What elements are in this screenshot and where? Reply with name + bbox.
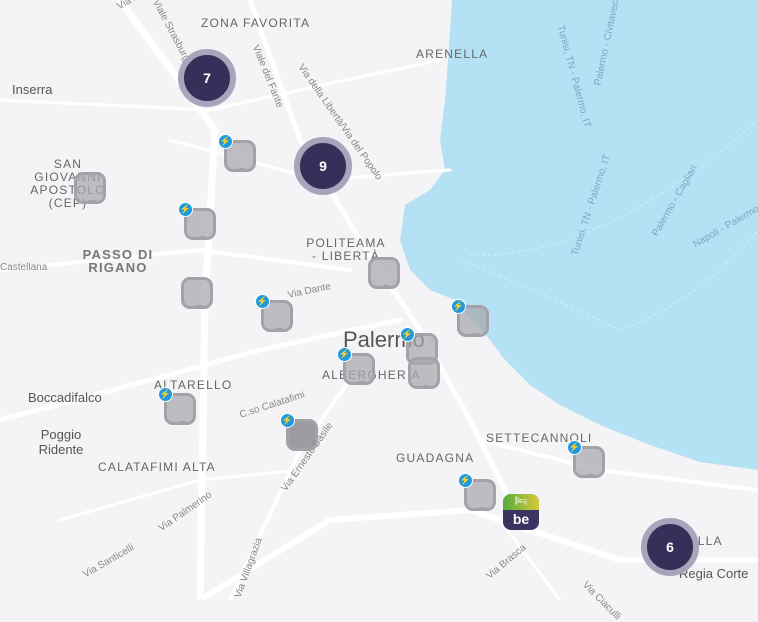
brand-marker[interactable]: 🛏 be [503, 494, 539, 530]
lightning-bolt-icon: ⚡ [400, 327, 415, 342]
station-marker[interactable]: ⚡ [255, 294, 293, 332]
map-canvas[interactable] [0, 0, 758, 600]
district-label: POLITEAMA - LIBERTÀ [306, 236, 386, 263]
station-marker[interactable] [181, 277, 213, 309]
road-label: Castellana [0, 262, 48, 273]
cluster-marker[interactable]: 7 [178, 49, 236, 107]
district-label: ZONA FAVORITA [201, 16, 311, 30]
lightning-bolt-icon: ⚡ [158, 387, 173, 402]
lightning-bolt-icon: ⚡ [567, 440, 582, 455]
sea [400, 0, 758, 470]
station-marker[interactable] [408, 357, 440, 389]
cluster-count: 7 [203, 70, 211, 86]
bed-icon: 🛏 [503, 494, 539, 510]
station-marker[interactable]: ⚡ [458, 473, 496, 511]
district-label: CALATAFIMI ALTA [98, 460, 216, 474]
place-label: Poggio Ridente [38, 427, 84, 457]
lightning-bolt-icon: ⚡ [337, 347, 352, 362]
district-label: ALTARELLO [154, 378, 233, 392]
station-marker[interactable] [368, 257, 400, 289]
cluster-count: 9 [319, 158, 327, 174]
district-label: ARENELLA [416, 47, 489, 61]
station-marker[interactable]: ⚡ [567, 440, 605, 478]
station-marker[interactable]: ⚡ [337, 347, 375, 385]
lightning-bolt-icon: ⚡ [458, 473, 473, 488]
cluster-count: 6 [666, 539, 674, 555]
place-label: Boccadifalco [28, 390, 102, 405]
station-marker[interactable]: ⚡ [218, 134, 256, 172]
district-label: SETTECANNOLI [486, 431, 593, 445]
station-marker[interactable]: ⚡ [280, 413, 318, 451]
cluster-marker[interactable]: 9 [294, 137, 352, 195]
lightning-bolt-icon: ⚡ [451, 299, 466, 314]
place-label: Regia Corte [679, 566, 749, 581]
station-marker[interactable]: ⚡ [178, 202, 216, 240]
lightning-bolt-icon: ⚡ [255, 294, 270, 309]
lightning-bolt-icon: ⚡ [218, 134, 233, 149]
district-label: GUADAGNA [396, 451, 475, 465]
brand-label: be [512, 511, 530, 527]
station-marker[interactable] [74, 172, 106, 204]
lightning-bolt-icon: ⚡ [178, 202, 193, 217]
district-label: PASSO DI RIGANO [82, 247, 154, 275]
cluster-marker[interactable]: 6 [641, 518, 699, 576]
station-marker[interactable]: ⚡ [451, 299, 489, 337]
lightning-bolt-icon: ⚡ [280, 413, 295, 428]
place-label: Inserra [12, 82, 53, 97]
station-marker[interactable]: ⚡ [158, 387, 196, 425]
